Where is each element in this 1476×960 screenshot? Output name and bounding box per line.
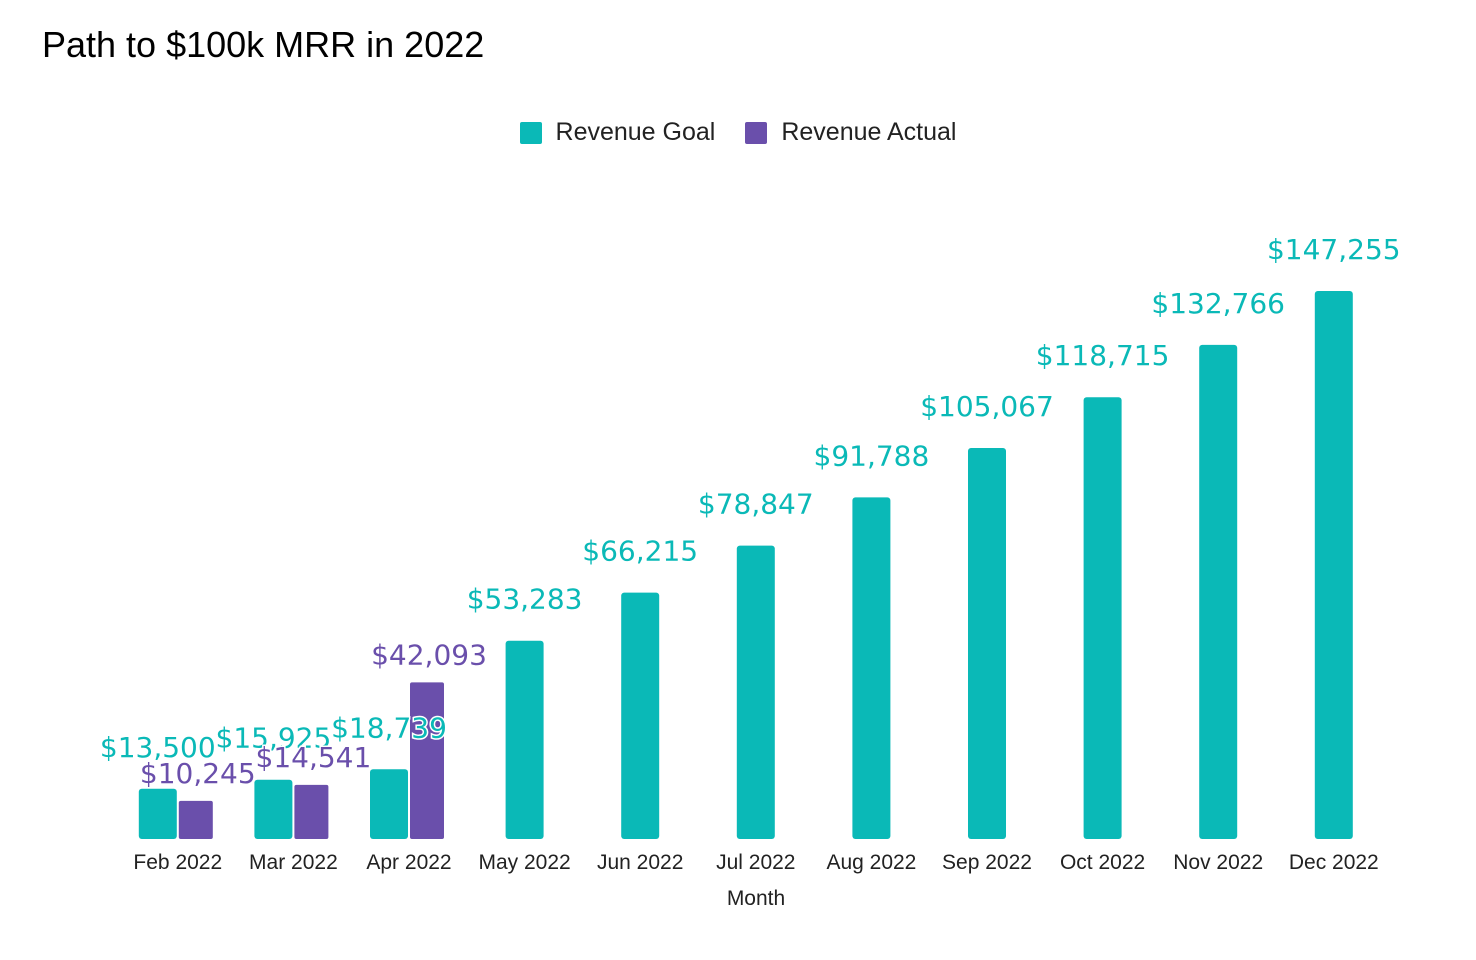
- bar-revenue-actual[interactable]: [410, 682, 444, 839]
- x-tick-label: Oct 2022: [1060, 851, 1145, 874]
- data-label-goal: $18,739: [331, 711, 447, 744]
- bar-revenue-goal[interactable]: [1199, 344, 1238, 839]
- data-label-actual: $14,541: [256, 741, 372, 774]
- bar-revenue-goal[interactable]: [1083, 397, 1122, 839]
- bar-revenue-goal[interactable]: [254, 779, 293, 839]
- data-label-goal: $53,283: [467, 583, 583, 616]
- bar-revenue-goal[interactable]: [138, 788, 177, 839]
- bar-revenue-goal[interactable]: [505, 640, 544, 839]
- legend-label: Revenue Goal: [555, 118, 716, 146]
- x-tick-label: Jul 2022: [716, 851, 795, 874]
- legend-label: Revenue Actual: [781, 118, 957, 146]
- data-label-actual: $42,093: [371, 638, 487, 671]
- x-tick-label: May 2022: [478, 851, 570, 874]
- x-axis-title: Month: [727, 887, 785, 910]
- bar-revenue-goal[interactable]: [736, 545, 775, 839]
- data-label-goal: $91,788: [814, 439, 930, 472]
- data-label-goal: $132,766: [1151, 287, 1285, 320]
- data-label-goal: $15,925: [216, 722, 332, 755]
- data-label-goal: $118,715: [1036, 339, 1170, 372]
- bar-revenue-actual[interactable]: [178, 800, 213, 839]
- x-tick-label: Aug 2022: [826, 851, 916, 874]
- bar-revenue-goal[interactable]: [370, 769, 408, 839]
- x-tick-label: Mar 2022: [249, 851, 338, 874]
- legend-swatch: [745, 121, 768, 144]
- bar-revenue-goal[interactable]: [852, 497, 891, 839]
- x-tick-label: Jun 2022: [597, 851, 683, 874]
- data-label-actual: $10,245: [140, 757, 256, 790]
- bar-revenue-goal[interactable]: [968, 447, 1006, 839]
- chart-title: Path to $100k MRR in 2022: [42, 24, 485, 65]
- x-tick-label: Feb 2022: [133, 851, 222, 874]
- data-label-goal: $13,500: [100, 731, 216, 764]
- data-label-goal: $105,067: [920, 390, 1054, 423]
- data-label-goal: $78,847: [698, 488, 814, 521]
- data-label-goal: $66,215: [582, 535, 698, 568]
- x-tick-label: Apr 2022: [366, 851, 451, 874]
- legend-swatch: [519, 121, 542, 144]
- x-tick-label: Sep 2022: [942, 851, 1032, 874]
- legend: Revenue Goal Revenue Actual: [0, 118, 1476, 147]
- bar-revenue-goal[interactable]: [1314, 291, 1353, 839]
- legend-item[interactable]: Revenue Actual: [745, 118, 956, 147]
- legend-item[interactable]: Revenue Goal: [519, 118, 716, 147]
- x-tick-label: Nov 2022: [1173, 851, 1263, 874]
- data-label-goal: $147,255: [1267, 233, 1401, 266]
- x-tick-label: Dec 2022: [1289, 851, 1379, 874]
- bar-revenue-actual[interactable]: [294, 784, 329, 839]
- bar-revenue-goal[interactable]: [621, 592, 660, 839]
